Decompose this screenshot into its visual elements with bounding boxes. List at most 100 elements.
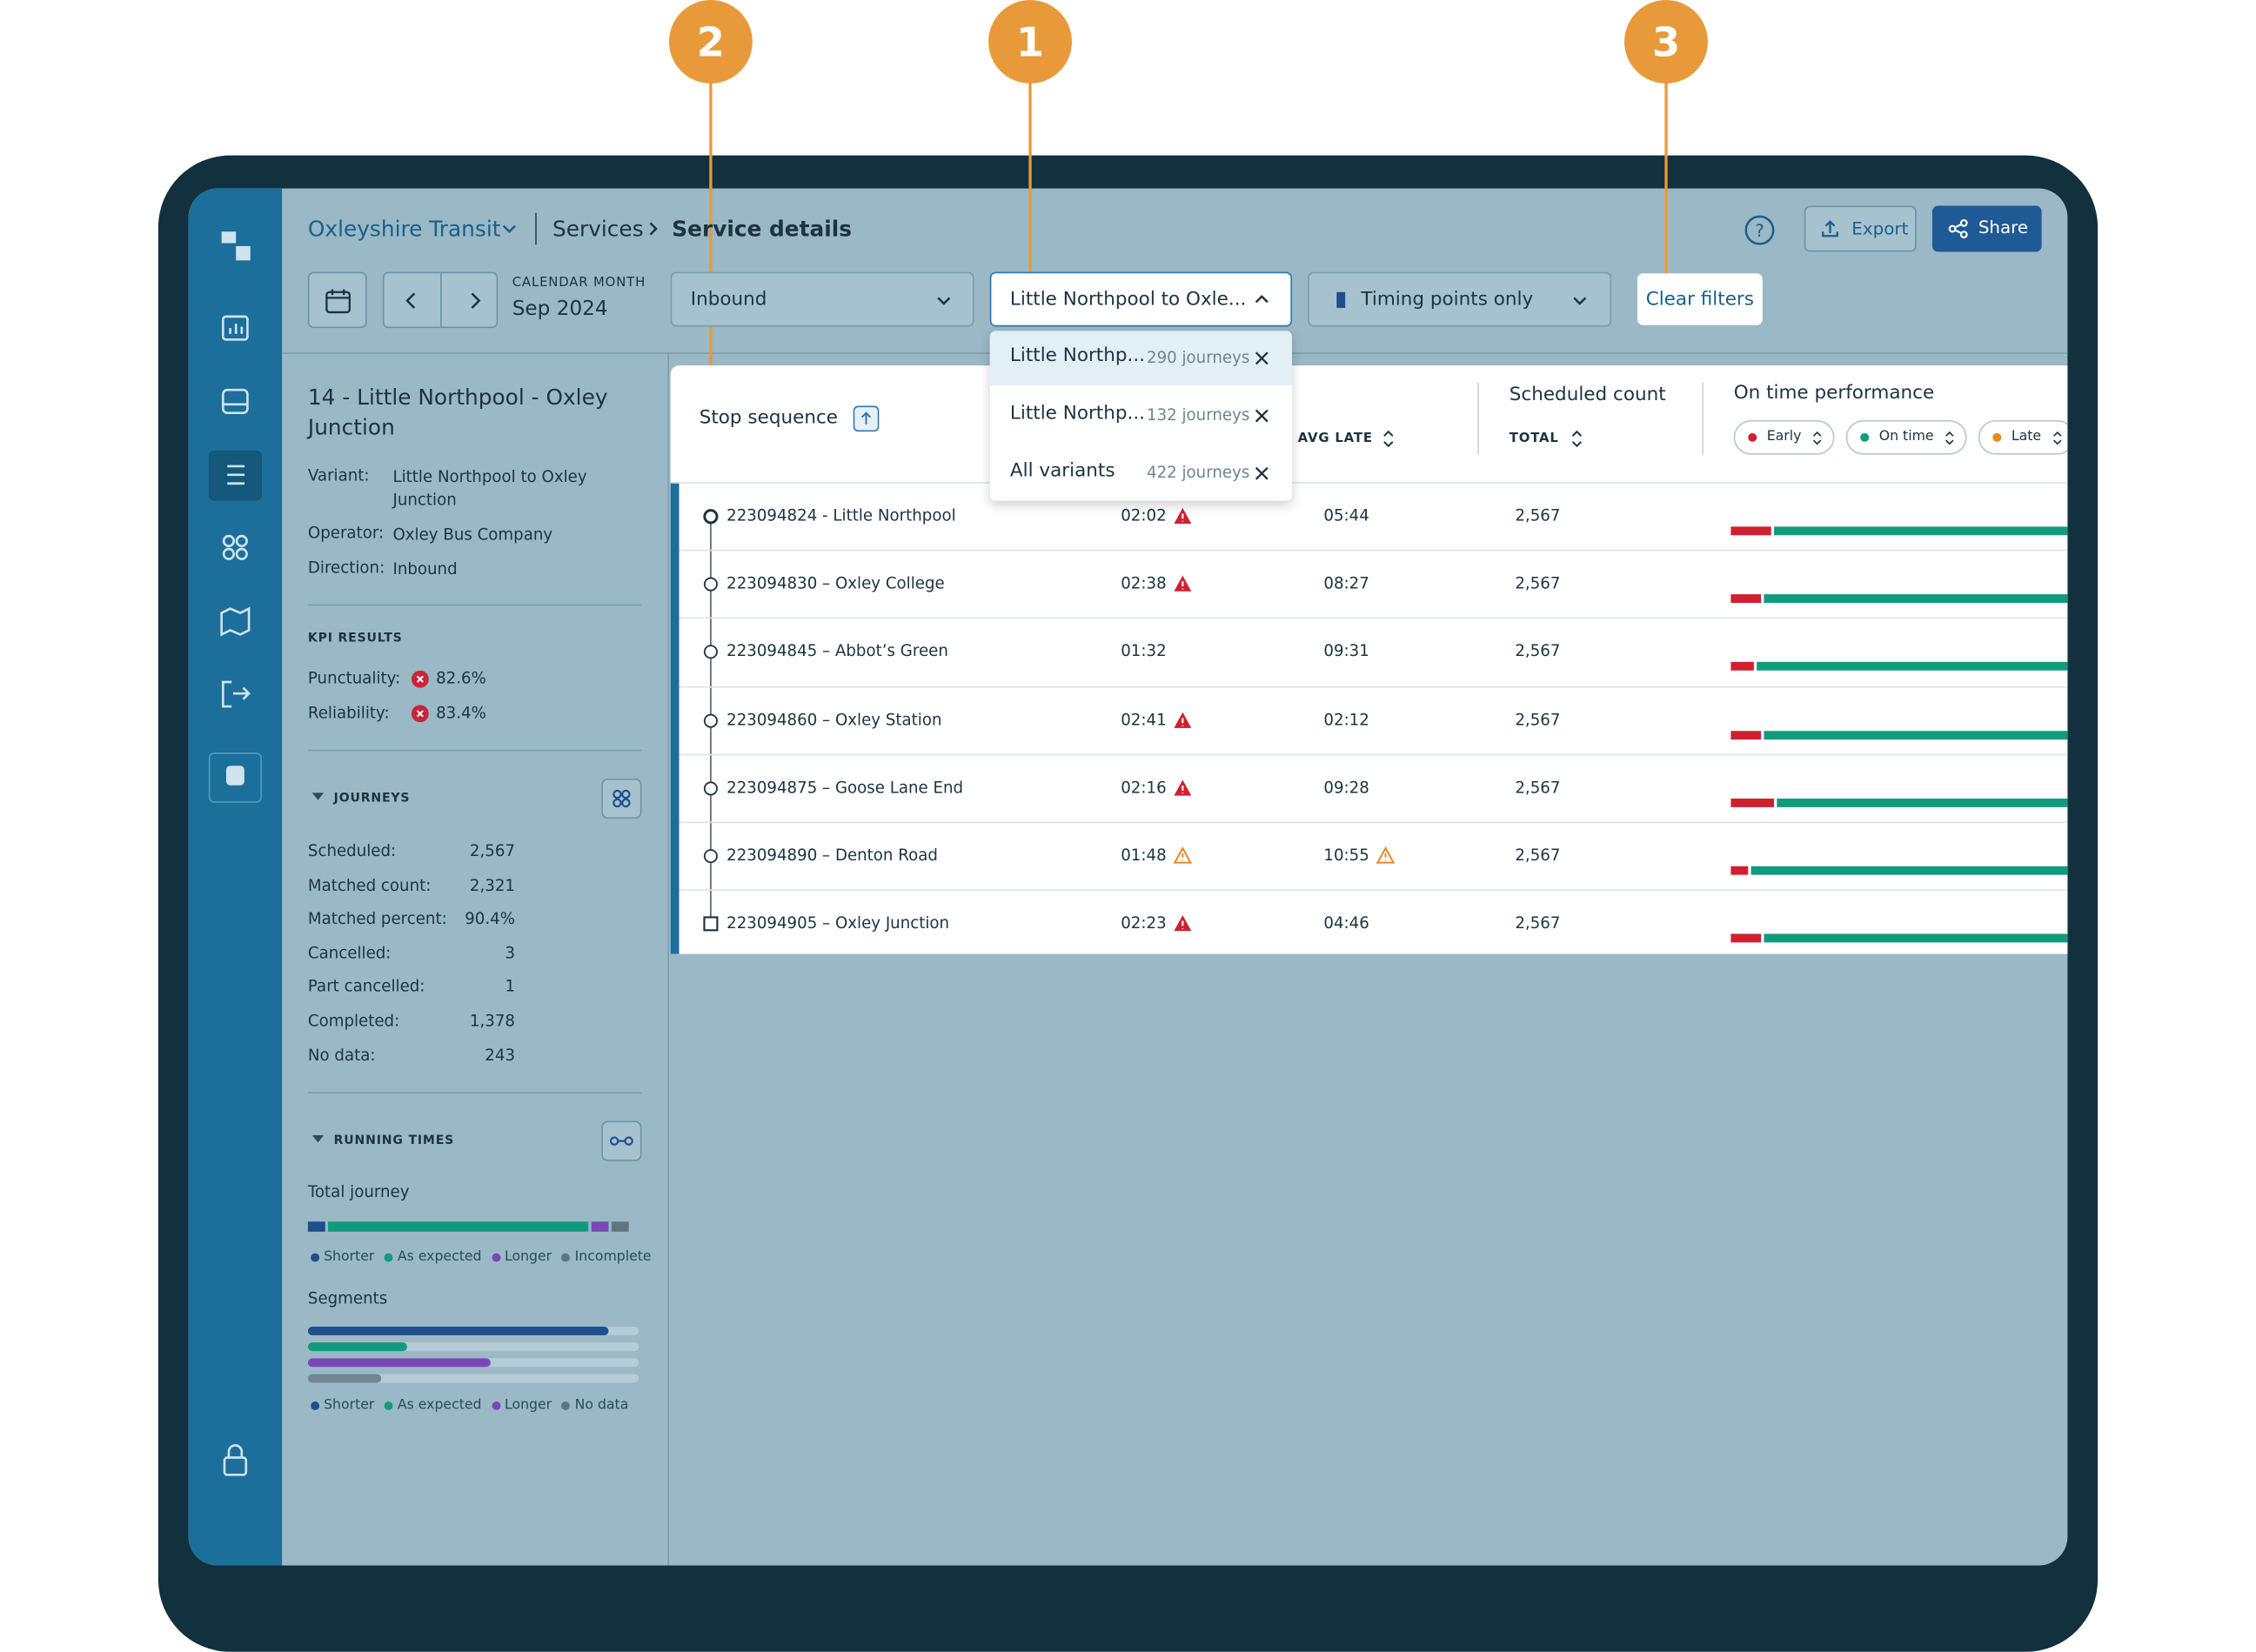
total-journey-segment bbox=[327, 1221, 589, 1232]
section-heading: RUNNING TIMES bbox=[333, 1134, 455, 1148]
service-title: 14 - Little Northpool - Oxley Junction bbox=[307, 384, 608, 441]
filter-chip[interactable]: On time bbox=[1845, 419, 1967, 455]
avg-early: 01:32 bbox=[1121, 642, 1167, 661]
option-label[interactable]: Little Northp... bbox=[1009, 403, 1146, 425]
chart-label: Segments bbox=[307, 1288, 388, 1308]
alert-icon bbox=[1174, 915, 1192, 932]
alert-icon bbox=[1174, 507, 1192, 525]
avg-early: 02:16 bbox=[1121, 778, 1167, 797]
segment-track bbox=[307, 1374, 639, 1383]
journey-value: 1,378 bbox=[469, 1011, 516, 1031]
avg-late: 09:28 bbox=[1323, 778, 1369, 797]
legend-dot bbox=[561, 1401, 571, 1410]
chip-dot bbox=[1992, 432, 2002, 442]
calendar-button[interactable] bbox=[307, 271, 367, 329]
sort-icon bbox=[1812, 431, 1822, 445]
column-header[interactable]: AVG LATE bbox=[1297, 431, 1373, 446]
chevron bbox=[1255, 294, 1269, 304]
callout: 2 bbox=[668, 0, 753, 84]
share-button[interactable]: Share bbox=[1931, 205, 2042, 252]
scheduled-count: 2,567 bbox=[1515, 846, 1561, 866]
option-label[interactable]: Little Northp... bbox=[1009, 344, 1146, 367]
legend-dot bbox=[311, 1401, 320, 1410]
fail-icon bbox=[411, 670, 429, 688]
chevron bbox=[937, 297, 951, 305]
stop-name[interactable]: 223094845 – Abbot’s Green bbox=[726, 642, 948, 661]
early-bar bbox=[1730, 866, 1748, 875]
org-name[interactable]: Oxleyshire Transit bbox=[307, 216, 501, 242]
collapse-icon[interactable] bbox=[311, 792, 325, 803]
select-value: Little Northpool to Oxle... bbox=[1009, 288, 1247, 311]
journeys-button[interactable] bbox=[601, 778, 642, 819]
legend-label: As expected bbox=[397, 1397, 482, 1414]
variant-select[interactable]: Little Northpool to Oxle... bbox=[989, 271, 1293, 327]
help-button[interactable]: ? bbox=[1744, 214, 1775, 245]
scheduled-count: 2,567 bbox=[1515, 506, 1561, 525]
chevron bbox=[649, 222, 658, 236]
stop-name[interactable]: 223094905 – Oxley Junction bbox=[726, 913, 950, 933]
alert-icon bbox=[1174, 575, 1192, 592]
export-button[interactable]: Export bbox=[1804, 205, 1917, 252]
chevron bbox=[502, 224, 516, 234]
select-value: Inbound bbox=[690, 288, 767, 311]
filter-chip[interactable]: Early bbox=[1733, 419, 1835, 455]
stop-name[interactable]: 223094830 – Oxley College bbox=[726, 574, 945, 593]
on-time-bar bbox=[1777, 798, 2068, 807]
month-stepper[interactable] bbox=[382, 271, 499, 329]
avg-early: 02:41 bbox=[1121, 710, 1167, 729]
row-divider bbox=[679, 550, 2068, 552]
stop-table: Stop sequence AVG LATE Scheduled count T… bbox=[670, 365, 2068, 954]
chip-dot bbox=[1748, 432, 1757, 442]
sort-button[interactable] bbox=[853, 405, 880, 432]
sort-icon bbox=[1383, 430, 1394, 448]
row-divider bbox=[679, 686, 2068, 687]
column-header[interactable]: TOTAL bbox=[1509, 431, 1559, 446]
alert-icon bbox=[1173, 846, 1193, 864]
journey-label: Matched count: bbox=[307, 875, 432, 895]
collapse-icon[interactable] bbox=[311, 1134, 325, 1145]
journey-value: 2,567 bbox=[469, 841, 516, 861]
running-times-button[interactable] bbox=[601, 1120, 642, 1161]
legend-label: Incomplete bbox=[574, 1248, 652, 1265]
svg-text:?: ? bbox=[1755, 221, 1764, 241]
avg-late: 05:44 bbox=[1323, 506, 1369, 525]
kpi-value: 82.6% bbox=[436, 669, 486, 688]
stop-name[interactable]: 223094890 – Denton Road bbox=[726, 846, 938, 866]
timing-select[interactable]: Timing points only bbox=[1308, 271, 1612, 327]
filter-chip[interactable]: Late bbox=[1978, 419, 2068, 455]
breadcrumb-current: Service details bbox=[672, 216, 852, 242]
early-bar bbox=[1730, 594, 1762, 604]
legend-label: As expected bbox=[397, 1248, 482, 1265]
callout-line bbox=[1028, 71, 1032, 277]
avg-early: 02:02 bbox=[1121, 506, 1167, 525]
stop-name[interactable]: 223094824 - Little Northpool bbox=[726, 506, 956, 525]
detail-value: Inbound bbox=[392, 559, 458, 579]
journey-label: Completed: bbox=[307, 1011, 400, 1031]
direction-select[interactable]: Inbound bbox=[670, 271, 974, 327]
remove-icon bbox=[1255, 466, 1269, 480]
icon bbox=[325, 289, 351, 314]
early-bar bbox=[1730, 730, 1762, 739]
field-label: CALENDAR MONTH bbox=[512, 276, 646, 291]
detail-value: Little Northpool to Oxley Junction bbox=[392, 467, 587, 510]
on-time-bar bbox=[1764, 730, 2068, 739]
breadcrumb-link[interactable]: Services bbox=[552, 216, 644, 242]
legend-label: Shorter bbox=[324, 1248, 375, 1265]
total-journey-segment bbox=[591, 1221, 609, 1232]
option-label[interactable]: All variants bbox=[1009, 460, 1115, 483]
column-header: Scheduled count bbox=[1509, 384, 1666, 406]
chevron bbox=[1573, 297, 1587, 305]
journey-label: Matched percent: bbox=[307, 909, 447, 929]
row-divider bbox=[679, 618, 2068, 619]
stop-name[interactable]: 223094860 – Oxley Station bbox=[726, 710, 942, 729]
legend-label: Shorter bbox=[324, 1397, 375, 1414]
stop-name[interactable]: 223094875 – Goose Lane End bbox=[726, 778, 964, 797]
total-journey-segment bbox=[612, 1221, 629, 1232]
column-header[interactable]: Stop sequence bbox=[699, 407, 839, 429]
remove-icon bbox=[1255, 409, 1269, 423]
stop-marker bbox=[703, 577, 718, 592]
clear-filters[interactable]: Clear filters bbox=[1637, 273, 1763, 325]
detail-label: Direction: bbox=[307, 558, 385, 578]
divider bbox=[307, 604, 642, 606]
sort-icon bbox=[2052, 431, 2061, 445]
